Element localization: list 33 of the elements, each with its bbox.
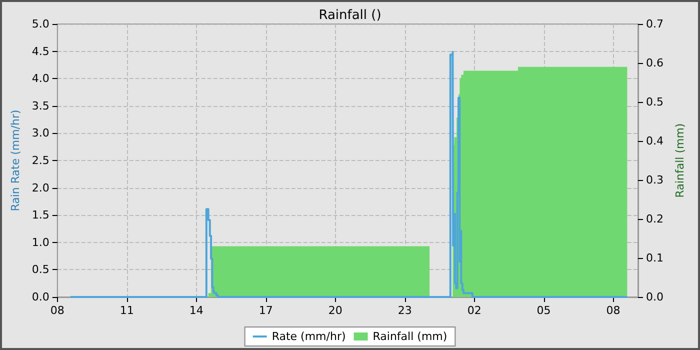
y2-tick-label: 0.1 — [646, 252, 664, 264]
x-tick-label: 02 — [467, 304, 482, 317]
y-tick-label: 4.0 — [32, 72, 50, 86]
y-tick-label: 5.0 — [32, 18, 50, 30]
y-tick-label: 3.5 — [32, 99, 50, 112]
y2-tick-label: 0.2 — [646, 212, 664, 226]
y2-tick-label: 0.4 — [646, 134, 664, 148]
x-tick-label: 23 — [398, 304, 412, 317]
y-tick-label: 0.0 — [32, 290, 50, 304]
y-tick-label: 3.0 — [32, 126, 50, 140]
y2-tick-label: 0.5 — [646, 96, 664, 108]
y-tick-label: 0.5 — [32, 263, 50, 276]
y-tick-label: 1.0 — [32, 236, 50, 249]
x-tick-label: 20 — [328, 304, 342, 317]
x-tick-label: 11 — [120, 304, 134, 317]
y2-axis-title: Rainfall (mm) — [673, 123, 686, 198]
legend-label: Rainfall (mm) — [372, 330, 448, 343]
x-tick-label: 14 — [189, 304, 204, 317]
x-tick-label: 17 — [258, 304, 273, 317]
y-tick-label: 2.5 — [32, 154, 50, 167]
x-tick-label: 08 — [50, 304, 64, 317]
y-axis-title: Rain Rate (mm/hr) — [9, 110, 22, 212]
y-tick-label: 1.5 — [32, 208, 50, 222]
y2-tick-label: 0.3 — [646, 174, 664, 186]
x-tick-label: 08 — [606, 304, 620, 317]
x-tick-label: 05 — [536, 304, 551, 317]
y2-tick-label: 0.0 — [646, 290, 664, 304]
y2-tick-label: 0.6 — [646, 56, 664, 70]
y-tick-label: 2.0 — [32, 181, 50, 194]
y2-tick-label: 0.7 — [646, 18, 664, 30]
legend-label: Rate (mm/hr) — [272, 330, 346, 343]
y-tick-label: 4.5 — [32, 44, 50, 58]
chart-title: Rainfall () — [318, 8, 382, 23]
